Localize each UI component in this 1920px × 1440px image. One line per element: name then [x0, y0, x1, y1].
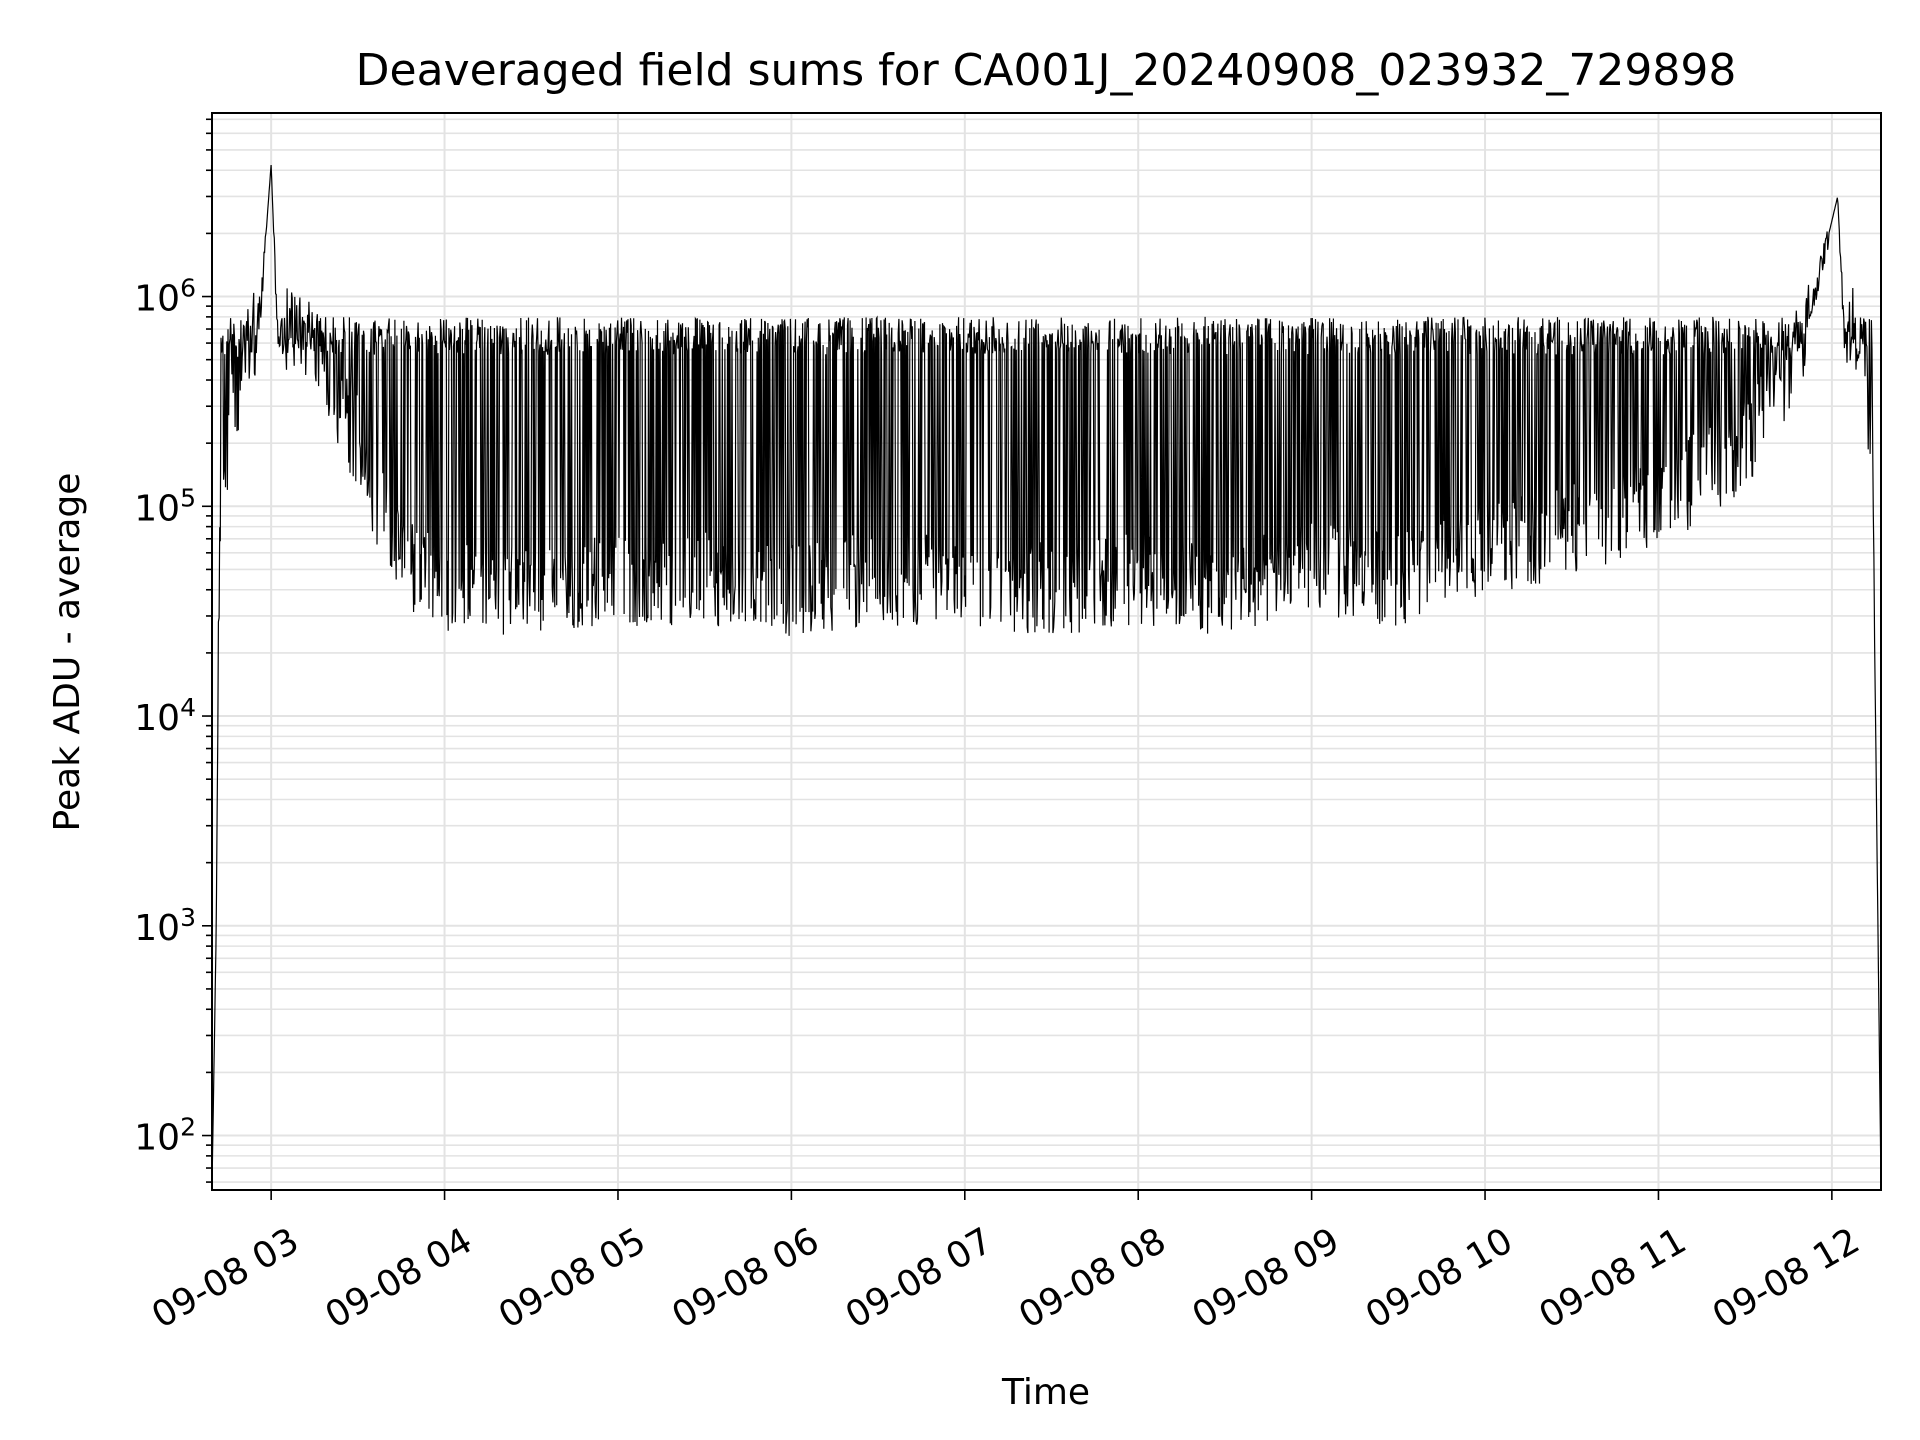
y-axis-label: Peak ADU - average [47, 473, 88, 832]
chart-title: Deaveraged field sums for CA001J_2024090… [356, 45, 1737, 96]
y-tick-label: 104 [134, 693, 196, 739]
y-tick-label: 103 [134, 903, 196, 949]
series-line [211, 164, 1882, 1191]
y-tick-label: 105 [134, 483, 196, 529]
plot-area [211, 164, 1882, 1191]
axes-frame [211, 112, 1882, 1191]
y-tick-label: 102 [134, 1113, 196, 1159]
x-axis-label: Time [1001, 1372, 1090, 1413]
y-tick-label: 106 [134, 274, 196, 320]
